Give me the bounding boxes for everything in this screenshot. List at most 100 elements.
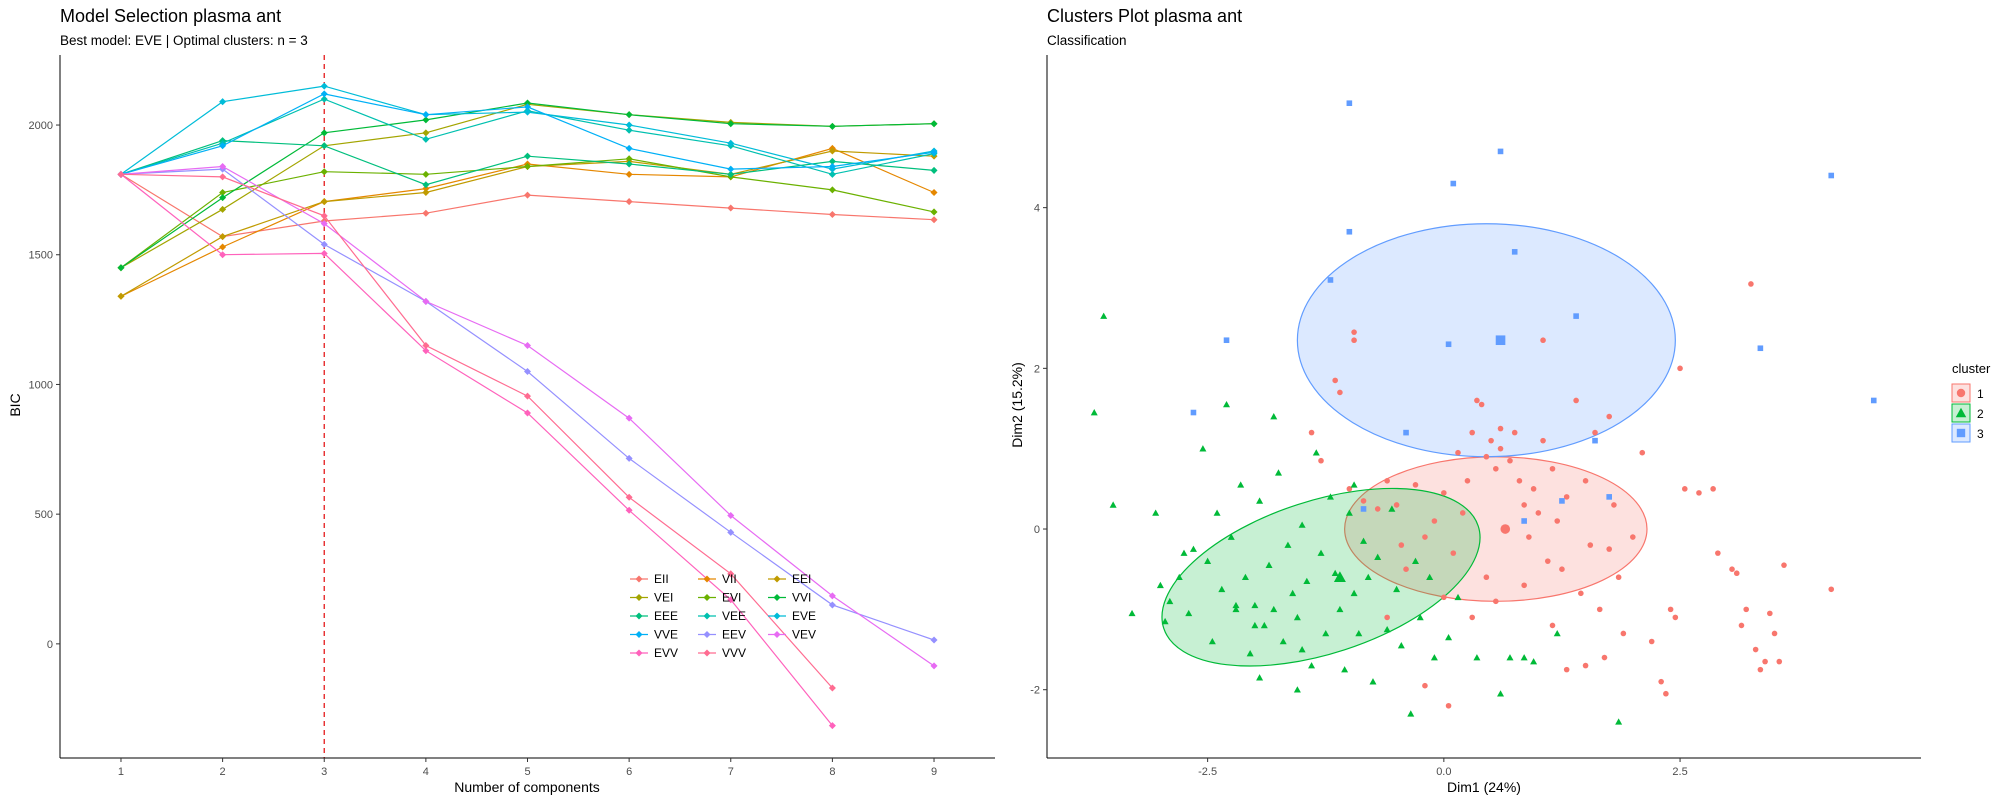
left-x-tick-label: 6: [626, 766, 632, 778]
cluster-point-1: [1752, 646, 1759, 653]
series-point-EEI: [117, 292, 125, 300]
cluster-point-3: [1403, 429, 1409, 436]
series-point-EVI: [320, 168, 328, 176]
series-point-EVE: [219, 98, 227, 106]
series-point-VVI: [219, 194, 227, 202]
cluster-point-1: [1733, 570, 1740, 577]
cluster-point-1: [1776, 658, 1783, 665]
cluster-legend: cluster 1 2 3: [1951, 361, 1991, 443]
cluster-point-1: [1422, 682, 1428, 689]
series-point-VEV: [422, 297, 430, 305]
series-EEV: [117, 165, 938, 644]
cluster-point-2: [1289, 589, 1297, 597]
cluster-point-1: [1351, 329, 1357, 335]
cluster-point-1: [1526, 534, 1532, 540]
series-point-EVV: [219, 251, 227, 259]
series-point-VII: [930, 188, 938, 196]
cluster-point-1: [1544, 558, 1551, 564]
left-x-tick-label: 4: [423, 766, 429, 778]
legend-label: EII: [654, 572, 669, 586]
cluster-point-2: [1416, 613, 1424, 621]
cluster-point-1: [1630, 534, 1636, 540]
cluster-point-1: [1587, 542, 1594, 548]
cluster-point-1: [1729, 566, 1735, 572]
cluster-point-1: [1672, 614, 1679, 621]
series-point-EVI: [422, 170, 430, 178]
right-x-axis-title: Dim1 (24%): [1447, 779, 1521, 795]
series-point-EVE: [320, 82, 328, 90]
series-VVV: [117, 170, 836, 692]
right-y-tick-label: 2: [1034, 363, 1040, 375]
cluster-point-3: [1511, 249, 1518, 255]
series-point-EEE: [930, 166, 938, 174]
right-x-tick-label: 0.0: [1436, 766, 1451, 778]
cluster-point-1: [1337, 389, 1343, 396]
cluster-legend-label: 3: [1977, 427, 1984, 441]
legend-key-marker: [773, 630, 781, 639]
cluster-point-2: [1430, 654, 1438, 661]
left-y-tick-label: 1500: [29, 250, 53, 262]
series-point-EEE: [828, 157, 836, 165]
cluster-point-1: [1441, 594, 1447, 601]
cluster-point-1: [1601, 654, 1608, 661]
cluster-legend-label: 2: [1977, 407, 1984, 421]
cluster-point-2: [1345, 509, 1353, 516]
cluster-point-1: [1483, 574, 1490, 581]
series-point-VEV: [625, 414, 633, 422]
cluster-point-1: [1393, 502, 1400, 508]
series-point-VEV: [930, 662, 938, 670]
cluster-point-1: [1535, 510, 1542, 516]
cluster-point-2: [1166, 597, 1174, 605]
cluster-point-2: [1298, 646, 1306, 653]
cluster-point-1: [1483, 453, 1490, 460]
cluster-point-2: [1161, 617, 1169, 625]
cluster-point-1: [1445, 702, 1452, 709]
cluster-group-1: [1308, 281, 1835, 709]
series-line-EVV: [120, 173, 833, 726]
cluster-point-2: [1090, 409, 1098, 416]
legend-label: VVE: [654, 628, 678, 642]
cluster-point-3: [1346, 100, 1353, 107]
legend-key-marker: [773, 612, 781, 620]
series-point-VVE: [930, 148, 938, 156]
series-EII: [117, 170, 938, 241]
cluster-point-1: [1374, 506, 1381, 512]
cluster-point-1: [1648, 638, 1655, 645]
legend-key-marker: [773, 575, 781, 583]
cluster-point-2: [1232, 601, 1240, 609]
series-point-VVI: [930, 120, 938, 128]
series-point-VVI: [523, 99, 532, 107]
cluster-point-1: [1493, 465, 1499, 472]
series-point-VEV: [523, 342, 532, 350]
cluster-point-1: [1573, 397, 1579, 404]
cluster-point-1: [1596, 606, 1603, 613]
cluster-point-1: [1521, 502, 1527, 508]
cluster-point-1: [1748, 281, 1754, 287]
cluster-point-2: [1364, 573, 1372, 581]
cluster-point-1: [1615, 574, 1622, 581]
legend-label: EVI: [722, 591, 741, 605]
legend-key-marker: [703, 593, 711, 602]
legend-item-EEI: EEI: [768, 572, 811, 586]
series-point-VII: [219, 243, 227, 251]
legend-item-EVV: EVV: [630, 646, 678, 660]
cluster-point-2: [1270, 605, 1278, 613]
cluster-point-1: [1516, 478, 1523, 484]
legend-item-EVI: EVI: [698, 591, 741, 605]
cluster-point-1: [1620, 630, 1627, 637]
cluster-point-1: [1412, 482, 1419, 488]
series-point-VEV: [727, 511, 735, 519]
cluster-point-2: [1411, 557, 1419, 564]
cluster-point-2: [1152, 509, 1160, 516]
series-point-EVI: [625, 155, 633, 163]
cluster-point-2: [1355, 629, 1363, 637]
series-point-EII: [828, 211, 836, 219]
series-line-EEV: [120, 168, 935, 641]
cluster-point-1: [1592, 429, 1598, 436]
left-series-group: [117, 82, 938, 730]
cluster-point-1: [1681, 486, 1688, 492]
legend-label: EVE: [792, 609, 816, 623]
cluster-point-1: [1488, 437, 1494, 444]
cluster-point-2: [1360, 537, 1368, 544]
